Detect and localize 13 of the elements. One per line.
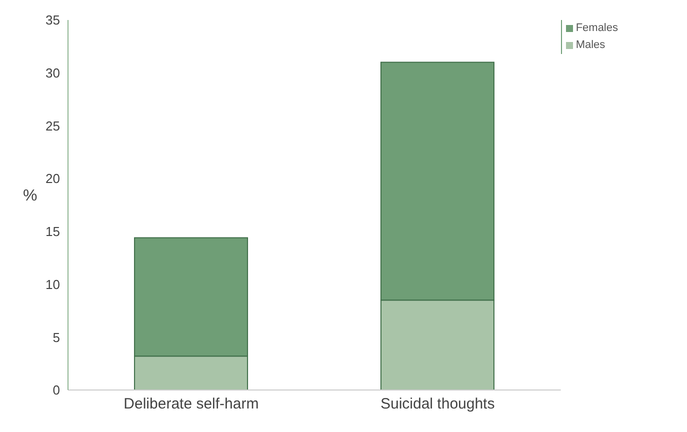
y-tick-label: 20 <box>46 171 60 186</box>
y-axis-title: % <box>23 188 38 205</box>
legend-label: Males <box>576 38 606 53</box>
y-tick-label: 0 <box>52 382 60 398</box>
x-tick-label: Suicidal thoughts <box>380 396 495 413</box>
y-tick-label: 10 <box>46 276 60 292</box>
y-tick-label: 35 <box>46 12 60 28</box>
y-tick-label: 15 <box>46 224 60 240</box>
legend-label: Females <box>576 21 618 36</box>
x-tick-label: Deliberate self-harm <box>124 396 259 413</box>
y-tick-label: 25 <box>46 118 60 134</box>
y-tick-label: 30 <box>46 65 60 80</box>
y-tick-label: 5 <box>52 330 60 345</box>
